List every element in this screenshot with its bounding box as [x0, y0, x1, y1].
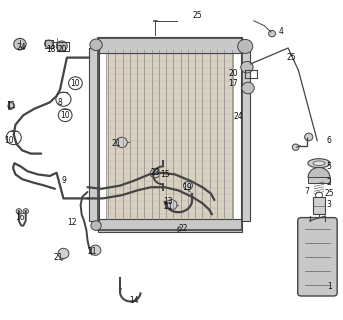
- Circle shape: [91, 221, 101, 230]
- Circle shape: [45, 40, 53, 48]
- Ellipse shape: [308, 159, 330, 168]
- Text: 25: 25: [286, 53, 296, 62]
- Text: 16: 16: [15, 213, 25, 222]
- Text: 14: 14: [129, 296, 139, 305]
- Ellipse shape: [313, 161, 325, 165]
- Circle shape: [305, 133, 313, 141]
- Text: 10: 10: [4, 136, 13, 145]
- Circle shape: [166, 200, 177, 210]
- Circle shape: [241, 61, 253, 73]
- Text: 1: 1: [327, 282, 332, 291]
- Circle shape: [150, 169, 160, 178]
- Circle shape: [242, 82, 254, 94]
- Wedge shape: [308, 167, 330, 178]
- Text: 18: 18: [46, 45, 56, 54]
- Bar: [98, 37, 242, 53]
- Text: 25: 25: [324, 189, 334, 198]
- Circle shape: [14, 38, 26, 50]
- Text: 12: 12: [67, 218, 77, 227]
- Text: 10: 10: [71, 79, 80, 88]
- Text: 21: 21: [54, 253, 63, 262]
- Circle shape: [90, 245, 101, 255]
- Bar: [313, 197, 325, 214]
- Bar: [89, 48, 99, 221]
- Circle shape: [184, 181, 192, 190]
- Circle shape: [116, 137, 127, 148]
- Text: 9: 9: [61, 176, 66, 185]
- Text: 6: 6: [327, 136, 332, 145]
- Text: 21: 21: [163, 202, 173, 211]
- Circle shape: [23, 209, 28, 214]
- Text: 21: 21: [88, 247, 97, 256]
- Text: 5: 5: [327, 162, 332, 171]
- Circle shape: [56, 41, 67, 51]
- Circle shape: [8, 103, 15, 109]
- Circle shape: [16, 209, 22, 214]
- Circle shape: [292, 144, 299, 150]
- Text: 10: 10: [60, 111, 70, 120]
- Text: 23: 23: [150, 168, 160, 177]
- Text: 22: 22: [179, 224, 188, 233]
- Text: 13: 13: [163, 197, 173, 206]
- Circle shape: [238, 39, 253, 53]
- Text: 11: 11: [6, 101, 16, 110]
- Text: 20: 20: [228, 69, 238, 78]
- Text: 25: 25: [192, 12, 202, 20]
- Bar: [98, 219, 242, 232]
- Circle shape: [269, 30, 275, 37]
- Text: 7: 7: [305, 188, 309, 196]
- Text: 17: 17: [228, 79, 238, 88]
- Bar: [106, 48, 233, 221]
- Text: 15: 15: [160, 170, 169, 179]
- Bar: [241, 48, 250, 221]
- Text: 24: 24: [234, 112, 244, 121]
- Text: 20: 20: [58, 45, 68, 54]
- Circle shape: [90, 39, 102, 51]
- Text: 24: 24: [16, 44, 26, 52]
- Bar: [308, 177, 330, 183]
- Text: 19: 19: [182, 183, 192, 192]
- Bar: [98, 38, 242, 230]
- Text: 21: 21: [112, 140, 121, 148]
- FancyBboxPatch shape: [298, 218, 337, 296]
- Text: 3: 3: [327, 200, 332, 209]
- Circle shape: [58, 248, 69, 259]
- Text: 4: 4: [279, 28, 284, 36]
- Text: 2: 2: [327, 178, 332, 187]
- Text: 8: 8: [58, 98, 62, 107]
